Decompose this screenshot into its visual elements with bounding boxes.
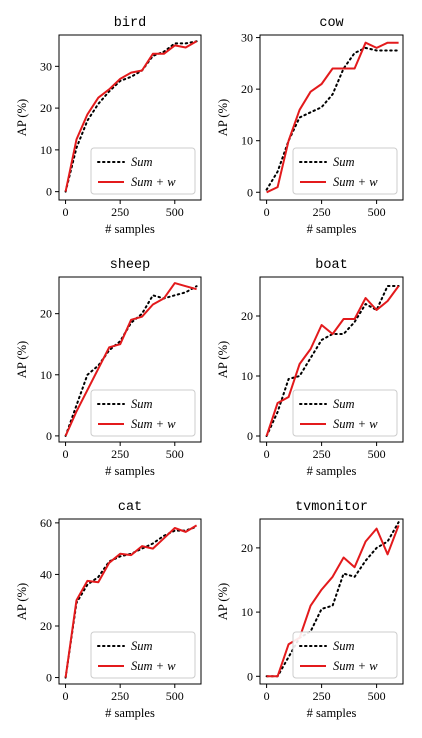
series-line-sum-w (266, 41, 399, 194)
legend: Sum Sum + w (90, 147, 196, 195)
x-tick-label: 0 (63, 205, 69, 219)
y-axis-label: AP (%) (216, 99, 230, 136)
y-tick-label: 0 (46, 185, 52, 199)
y-axis-label: AP (%) (216, 583, 230, 620)
series-line-sum (265, 46, 400, 191)
legend-label: Sum (333, 639, 355, 653)
y-tick-label: 30 (40, 59, 52, 73)
y-tick-label: 0 (46, 429, 52, 443)
y-tick-label: 20 (241, 82, 253, 96)
legend: Sum Sum + w (90, 389, 196, 437)
y-axis-label: AP (%) (216, 341, 230, 378)
y-axis-label: AP (%) (15, 341, 29, 378)
x-tick-label: 250 (313, 205, 331, 219)
legend-label: Sum (131, 155, 153, 169)
chart-title: cow (319, 16, 343, 31)
legend: Sum Sum + w (292, 389, 398, 437)
x-tick-label: 500 (166, 689, 184, 703)
legend: Sum Sum + w (292, 147, 398, 195)
chart-title: sheep (110, 258, 151, 273)
x-tick-label: 0 (264, 689, 270, 703)
chart-panel-boat: boat 0 250 500 0 10 20 # samples AP (%) Sum Sum + … (216, 258, 404, 478)
series-line-sum-w (64, 524, 198, 678)
x-axis-label: # samples (105, 464, 155, 478)
chart-title: boat (315, 258, 347, 273)
legend-label: Sum (131, 397, 153, 411)
x-tick-label: 500 (368, 205, 386, 219)
legend-label: Sum (131, 639, 153, 653)
legend-label: Sum + w (333, 175, 378, 189)
x-tick-label: 0 (63, 447, 69, 461)
legend-label: Sum (333, 397, 355, 411)
y-tick-label: 20 (241, 309, 253, 323)
x-axis-label: # samples (307, 706, 357, 720)
series-line-sum-w (265, 285, 400, 437)
plot-frame (58, 518, 202, 685)
legend: Sum Sum + w (90, 631, 196, 679)
y-tick-label: 10 (241, 369, 253, 383)
chart-title: tvmonitor (295, 500, 368, 515)
x-axis-label: # samples (307, 464, 357, 478)
y-axis-label: AP (%) (15, 99, 29, 136)
legend: Sum Sum + w (292, 631, 398, 679)
legend-label: Sum + w (131, 175, 176, 189)
series-line-sum-w (266, 525, 400, 678)
y-tick-label: 20 (40, 307, 52, 321)
y-tick-label: 60 (40, 516, 52, 530)
plot-frame (58, 34, 202, 201)
series-line-sum-w (64, 282, 197, 437)
legend-label: Sum + w (333, 417, 378, 431)
y-tick-label: 10 (241, 134, 253, 148)
legend-label: Sum + w (131, 417, 176, 431)
series-line-sum (64, 285, 198, 437)
series-line-sum (64, 40, 198, 193)
y-tick-label: 10 (40, 143, 52, 157)
x-axis-label: # samples (105, 706, 155, 720)
x-tick-label: 500 (166, 447, 184, 461)
y-tick-label: 0 (247, 429, 253, 443)
chart-panel-sheep: sheep 0 250 500 0 10 20 # samples AP (%) Sum Sum +… (15, 258, 202, 478)
y-tick-label: 40 (40, 567, 52, 581)
y-tick-label: 0 (247, 669, 253, 683)
plot-frame (58, 276, 202, 443)
x-tick-label: 250 (313, 447, 331, 461)
y-tick-label: 20 (40, 619, 52, 633)
x-tick-label: 250 (111, 205, 129, 219)
y-axis-label: AP (%) (15, 583, 29, 620)
y-tick-label: 0 (247, 185, 253, 199)
x-tick-label: 500 (368, 447, 386, 461)
x-axis-label: # samples (105, 222, 155, 236)
x-tick-label: 0 (264, 205, 270, 219)
x-tick-label: 250 (313, 689, 331, 703)
y-tick-label: 10 (40, 368, 52, 382)
plot-frame (259, 276, 404, 443)
y-tick-label: 20 (241, 541, 253, 555)
y-tick-label: 10 (241, 605, 253, 619)
x-tick-label: 0 (63, 689, 69, 703)
plot-frame (259, 518, 404, 685)
x-tick-label: 500 (166, 205, 184, 219)
x-axis-label: # samples (307, 222, 357, 236)
chart-panel-cow: cow 0 250 500 0 10 20 30 # samples AP (%) Sum Sum +… (216, 16, 404, 236)
x-tick-label: 0 (264, 447, 270, 461)
chart-title: bird (114, 16, 146, 31)
x-tick-label: 250 (111, 689, 129, 703)
series-line-sum (265, 521, 400, 678)
y-tick-label: 30 (241, 31, 253, 45)
y-tick-label: 0 (46, 671, 52, 685)
x-tick-label: 250 (111, 447, 129, 461)
y-tick-label: 20 (40, 101, 52, 115)
legend-label: Sum (333, 155, 355, 169)
plot-frame (259, 34, 404, 201)
legend-label: Sum + w (131, 659, 176, 673)
chart-panel-bird: bird 0 250 500 0 10 20 30 # samples AP (%) Sum Sum … (15, 16, 202, 236)
x-tick-label: 500 (368, 689, 386, 703)
chart-panel-cat: cat 0 250 500 0 20 40 60 # samples AP (%) Sum Sum +… (15, 500, 202, 720)
legend-label: Sum + w (333, 659, 378, 673)
series-line-sum-w (64, 40, 198, 192)
series-line-sum (64, 525, 198, 679)
chart-title: cat (118, 500, 142, 515)
